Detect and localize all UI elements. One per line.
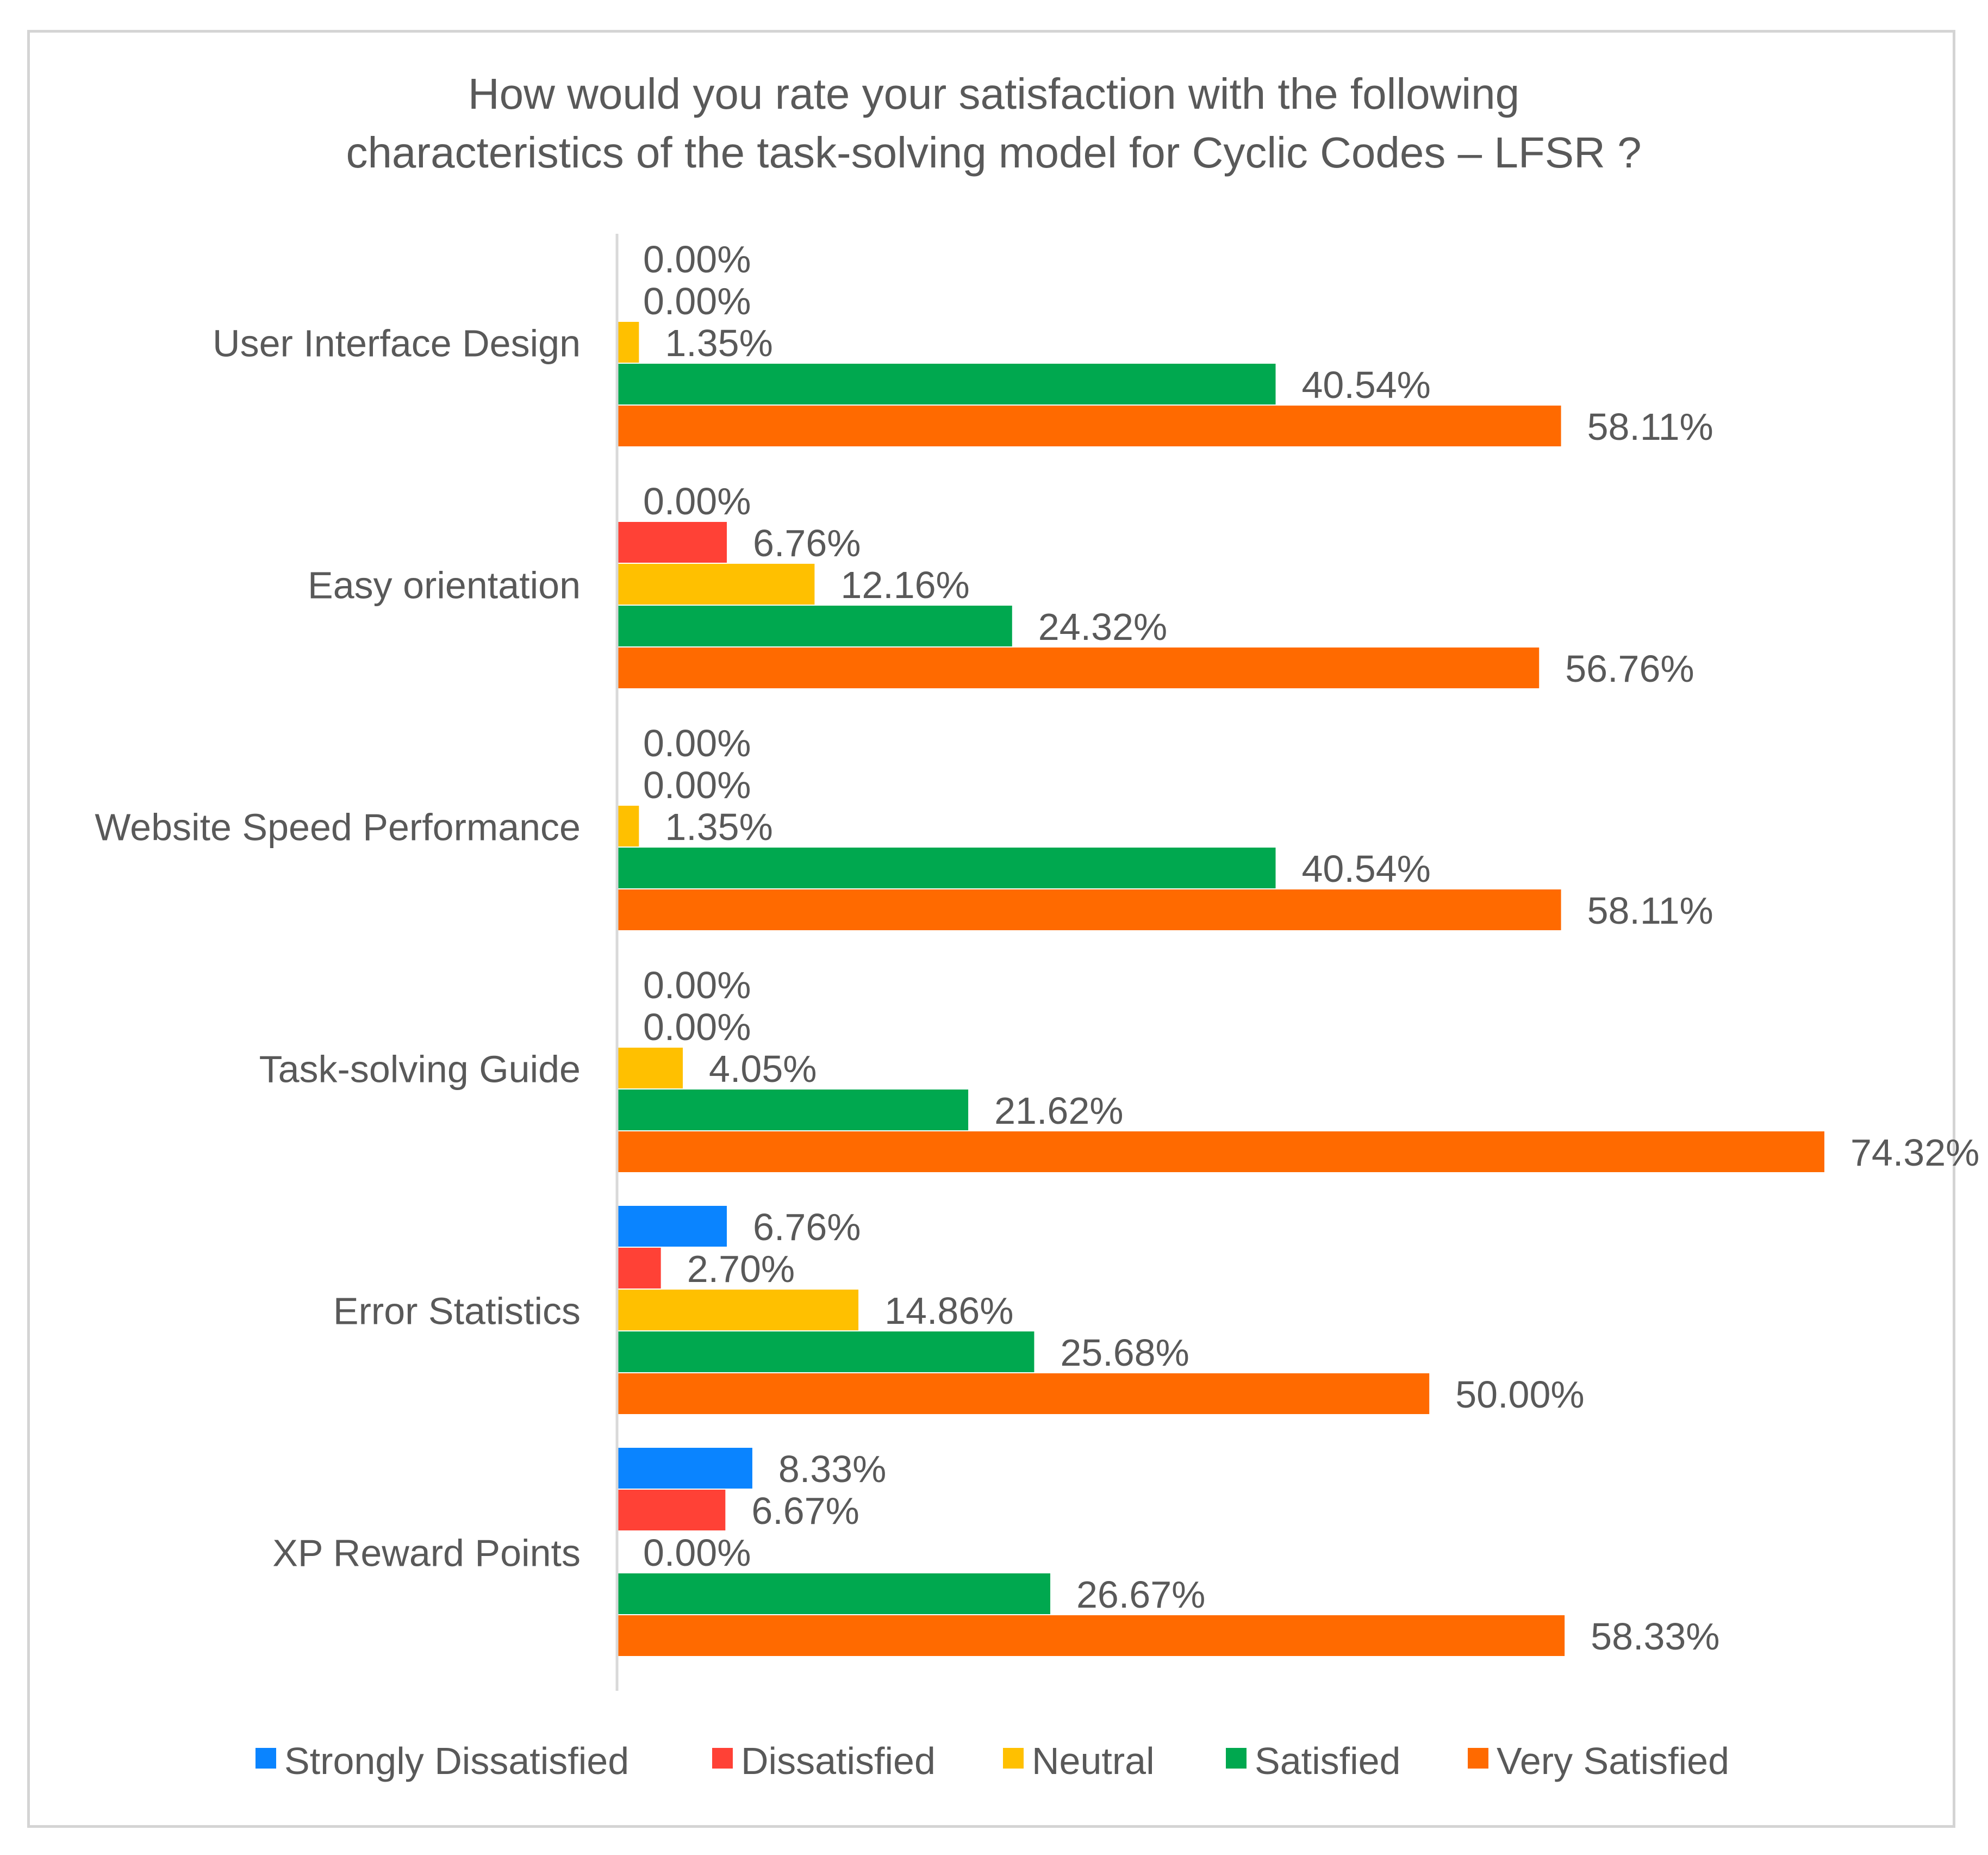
legend: Strongly Dissatisfied Dissatisfied Neutral… [255, 1740, 1729, 1782]
data-label-user-interface-design-very-satisfied: 58.11% [1587, 406, 1713, 448]
data-label-xp-reward-points-dissatisfied: 6.67% [751, 1490, 859, 1532]
legend-swatch-dissatisfied [712, 1748, 733, 1769]
category-label-task-solving-guide: Task-solving Guide [259, 1048, 581, 1091]
data-label-website-speed-performance-strongly-dissatisfied: 0.00% [643, 722, 751, 764]
data-label-easy-orientation-dissatisfied: 6.76% [753, 522, 861, 564]
category-label-website-speed-performance: Website Speed Performance [95, 806, 581, 849]
category-label-easy-orientation: Easy orientation [308, 564, 581, 607]
data-label-easy-orientation-neutral: 12.16% [840, 564, 969, 606]
data-label-task-solving-guide-strongly-dissatisfied: 0.00% [643, 964, 751, 1006]
category-label-user-interface-design: User Interface Design [213, 322, 581, 365]
bar-task-solving-guide-very-satisfied [617, 1131, 1824, 1172]
bar-task-solving-guide-satisfied [617, 1090, 969, 1130]
category-labels-group: User Interface Design Easy orientation Web… [95, 322, 581, 1574]
data-label-task-solving-guide-neutral: 4.05% [709, 1048, 817, 1090]
data-label-xp-reward-points-strongly-dissatisfied: 8.33% [778, 1448, 886, 1490]
bar-xp-reward-points-strongly-dissatisfied [617, 1448, 752, 1489]
legend-swatch-strongly-dissatisfied [255, 1748, 276, 1769]
data-label-easy-orientation-very-satisfied: 56.76% [1565, 648, 1694, 690]
bar-easy-orientation-dissatisfied [617, 522, 727, 563]
data-label-error-statistics-satisfied: 25.68% [1060, 1331, 1189, 1374]
data-label-user-interface-design-strongly-dissatisfied: 0.00% [643, 238, 751, 281]
bar-easy-orientation-satisfied [617, 606, 1012, 646]
bar-easy-orientation-very-satisfied [617, 648, 1540, 688]
bar-error-statistics-neutral [617, 1290, 859, 1330]
legend-swatch-satisfied [1226, 1748, 1247, 1769]
data-label-error-statistics-dissatisfied: 2.70% [687, 1248, 795, 1290]
bar-xp-reward-points-very-satisfied [617, 1615, 1565, 1656]
category-label-error-statistics: Error Statistics [333, 1290, 581, 1333]
bars-group [617, 322, 1824, 1656]
data-label-xp-reward-points-very-satisfied: 58.33% [1591, 1615, 1719, 1658]
data-label-user-interface-design-satisfied: 40.54% [1302, 364, 1431, 406]
bar-user-interface-design-very-satisfied [617, 406, 1561, 446]
data-label-error-statistics-neutral: 14.86% [884, 1290, 1013, 1332]
bar-website-speed-performance-neutral [617, 806, 639, 846]
data-label-error-statistics-very-satisfied: 50.00% [1455, 1373, 1584, 1416]
legend-label-satisfied: Satisfied [1255, 1740, 1400, 1782]
data-label-easy-orientation-satisfied: 24.32% [1038, 606, 1167, 648]
bar-website-speed-performance-very-satisfied [617, 889, 1561, 930]
data-label-xp-reward-points-neutral: 0.00% [643, 1532, 751, 1574]
data-labels-group: 0.00%0.00%1.35%40.54%58.11%0.00%6.76%12.… [643, 238, 1979, 1658]
bar-website-speed-performance-satisfied [617, 848, 1276, 888]
data-label-website-speed-performance-satisfied: 40.54% [1302, 848, 1431, 890]
data-label-website-speed-performance-dissatisfied: 0.00% [643, 764, 751, 806]
bar-error-statistics-strongly-dissatisfied [617, 1206, 727, 1247]
data-label-website-speed-performance-very-satisfied: 58.11% [1587, 889, 1713, 932]
bar-error-statistics-very-satisfied [617, 1373, 1430, 1414]
data-label-easy-orientation-strongly-dissatisfied: 0.00% [643, 480, 751, 522]
legend-swatch-neutral [1003, 1748, 1024, 1769]
category-label-xp-reward-points: XP Reward Points [272, 1532, 581, 1574]
bar-xp-reward-points-dissatisfied [617, 1490, 726, 1530]
data-label-task-solving-guide-dissatisfied: 0.00% [643, 1006, 751, 1048]
legend-label-strongly-dissatisfied: Strongly Dissatisfied [284, 1740, 629, 1782]
legend-label-dissatisfied: Dissatisfied [741, 1740, 936, 1782]
data-label-user-interface-design-neutral: 1.35% [665, 322, 772, 364]
data-label-error-statistics-strongly-dissatisfied: 6.76% [753, 1206, 861, 1248]
legend-label-very-satisfied: Very Satisfied [1497, 1740, 1729, 1782]
legend-label-neutral: Neutral [1032, 1740, 1155, 1782]
chart-title-line-1: How would you rate your satisfaction wit… [468, 70, 1519, 118]
data-label-website-speed-performance-neutral: 1.35% [665, 806, 772, 848]
bar-task-solving-guide-neutral [617, 1048, 683, 1088]
bar-xp-reward-points-satisfied [617, 1573, 1051, 1614]
bar-user-interface-design-neutral [617, 322, 639, 363]
data-label-xp-reward-points-satisfied: 26.67% [1076, 1573, 1205, 1616]
bar-error-statistics-dissatisfied [617, 1248, 661, 1288]
bar-easy-orientation-neutral [617, 564, 815, 605]
legend-swatch-very-satisfied [1468, 1748, 1488, 1769]
data-label-task-solving-guide-very-satisfied: 74.32% [1850, 1131, 1979, 1174]
chart-title: How would you rate your satisfaction wit… [346, 70, 1641, 177]
data-label-task-solving-guide-satisfied: 21.62% [994, 1090, 1123, 1132]
data-label-user-interface-design-dissatisfied: 0.00% [643, 280, 751, 322]
bar-user-interface-design-satisfied [617, 364, 1276, 404]
bar-error-statistics-satisfied [617, 1331, 1034, 1372]
chart-title-line-2: characteristics of the task-solving mode… [346, 128, 1641, 177]
